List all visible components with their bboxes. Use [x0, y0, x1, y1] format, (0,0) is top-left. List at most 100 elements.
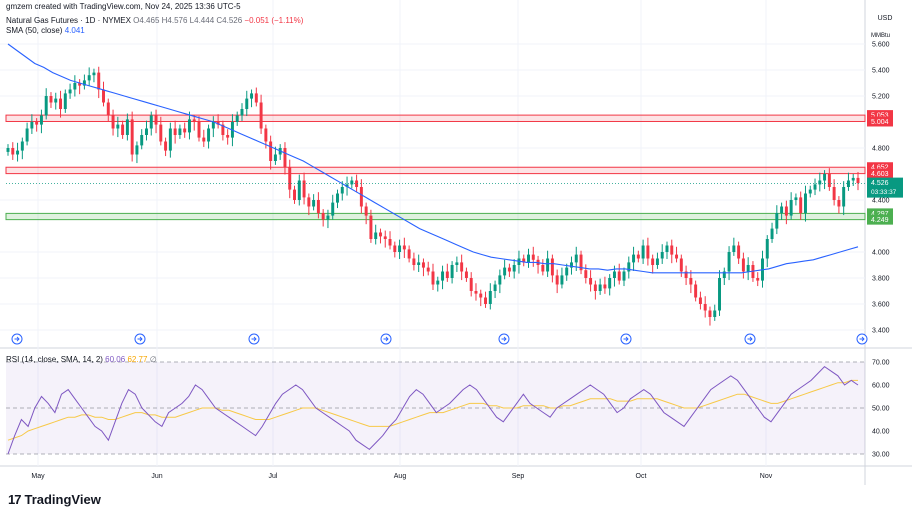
event-arrow-icon: [747, 336, 753, 342]
candle-body: [283, 148, 287, 168]
candle-body: [579, 254, 583, 271]
candle-body: [675, 254, 679, 259]
last-price-label: 4.526: [871, 180, 889, 187]
month-label-jul: Jul: [269, 473, 278, 480]
candle-body: [670, 245, 674, 255]
candle-body: [68, 89, 72, 94]
resistance-zone-0: [5, 114, 866, 122]
candle-body: [703, 304, 707, 311]
rsi-legend[interactable]: RSI (14, close, SMA, 14, 2) 60.06 62.77 …: [6, 355, 157, 364]
candle-body: [49, 96, 53, 103]
candle-body: [302, 180, 306, 198]
candle-body: [689, 278, 693, 285]
candle-body: [73, 83, 77, 90]
candle-body: [608, 278, 612, 289]
candle-body: [211, 122, 215, 129]
candle-body: [140, 135, 144, 146]
price-tick-label: 5.600: [872, 42, 890, 49]
candle-body: [378, 232, 382, 237]
candle-body: [655, 258, 659, 265]
candle-body: [632, 254, 636, 263]
candle-body: [503, 267, 507, 276]
candle-body: [641, 245, 645, 259]
candle-body: [250, 93, 254, 99]
sma-value: 4.041: [64, 26, 85, 35]
candle-body: [584, 270, 588, 278]
candle-body: [780, 206, 784, 213]
ohlc-high: H4.576: [161, 16, 188, 25]
candle-body: [531, 254, 535, 260]
price-tick-label: 5.200: [872, 94, 890, 101]
zone-price-tag: [867, 116, 893, 127]
candle-body: [273, 154, 277, 161]
month-label-sep: Sep: [512, 473, 525, 480]
candle-body: [589, 278, 593, 285]
ohlc-low: L4.444: [189, 16, 215, 25]
sma-line: [7, 43, 859, 274]
candle-body: [197, 122, 201, 138]
candle-body: [837, 200, 841, 207]
candle-body: [106, 102, 110, 116]
candle-body: [125, 119, 129, 135]
candle-body: [364, 206, 368, 216]
candle-body: [550, 258, 554, 276]
candle-body: [226, 135, 230, 138]
candle-body: [412, 258, 416, 265]
candle-body: [741, 258, 745, 272]
price-tick-label: 4.000: [872, 250, 890, 257]
candle-body: [288, 167, 292, 190]
candle-body: [507, 267, 511, 272]
candle-body: [665, 245, 669, 252]
sma-legend[interactable]: SMA (50, close) 4.041: [6, 26, 85, 35]
candle-body: [636, 254, 640, 259]
countdown-label: 03:33:37: [871, 189, 897, 196]
candle-body: [393, 245, 397, 252]
candle-body: [541, 265, 545, 272]
candle-body: [727, 252, 731, 272]
candle-body: [30, 122, 34, 129]
event-arrow-icon: [14, 336, 20, 342]
symbol-name[interactable]: Natural Gas Futures · 1D · NYMEX: [6, 16, 131, 25]
tradingview-brand[interactable]: 17 TradingView: [8, 492, 101, 507]
candle-body: [44, 96, 48, 116]
event-arrow-icon: [251, 336, 257, 342]
currency-label[interactable]: USD: [877, 15, 893, 22]
candle-body: [746, 265, 750, 272]
support-zone-2: [5, 212, 866, 221]
candle-body: [546, 258, 550, 272]
candle-body: [856, 177, 860, 184]
candle-body: [846, 180, 850, 187]
candle-body: [369, 215, 373, 239]
candle-body: [269, 141, 273, 161]
zone-price-tag: [867, 208, 893, 219]
zone-price-tag: [867, 110, 893, 121]
candle-body: [612, 271, 616, 278]
candle-body: [293, 189, 296, 200]
sma-label: SMA (50, close): [6, 26, 63, 35]
candle-body: [694, 284, 698, 298]
rsi-extra-value: ∅: [149, 355, 157, 364]
candle-body: [97, 72, 101, 90]
candle-body: [684, 271, 688, 278]
candle-body: [173, 128, 177, 135]
candle-body: [851, 177, 855, 181]
candle-body: [722, 271, 726, 278]
candle-body: [598, 284, 602, 291]
month-label-may: May: [31, 473, 45, 480]
candle-body: [25, 128, 29, 142]
candle-body: [813, 184, 817, 190]
candle-body: [522, 258, 526, 263]
candle-body: [803, 193, 807, 213]
rsi-tick-label: 30.00: [872, 452, 890, 459]
candle-body: [16, 150, 20, 155]
candle-body: [737, 245, 741, 259]
candle-body: [87, 75, 91, 81]
candle-body: [149, 115, 153, 129]
candle-body: [484, 297, 488, 304]
candle-body: [264, 128, 268, 142]
candle-body: [436, 280, 440, 285]
candle-body: [627, 262, 631, 272]
zone-price-label: 4.652: [871, 165, 889, 172]
ohlc-close: C4.526: [216, 16, 243, 25]
